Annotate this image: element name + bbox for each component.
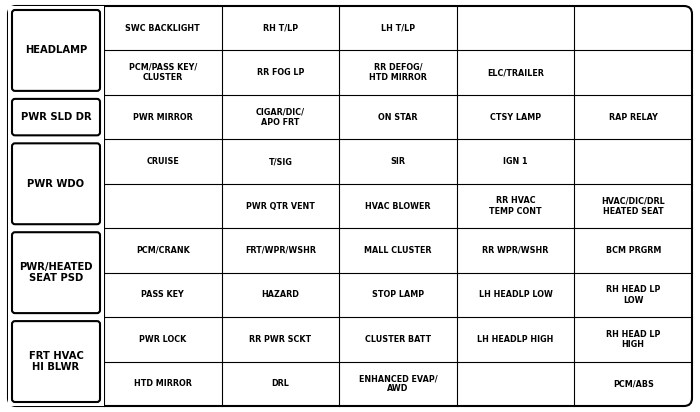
Text: ENHANCED EVAP/
AWD: ENHANCED EVAP/ AWD (358, 374, 438, 393)
Text: LH T/LP: LH T/LP (381, 24, 415, 33)
Text: LH HEADLP LOW: LH HEADLP LOW (479, 290, 552, 300)
FancyBboxPatch shape (12, 321, 100, 402)
Text: HVAC/DIC/DRL
HEATED SEAT: HVAC/DIC/DRL HEATED SEAT (601, 196, 665, 216)
Text: CTSY LAMP: CTSY LAMP (490, 112, 541, 122)
Text: PCM/CRANK: PCM/CRANK (136, 246, 190, 255)
Text: HTD MIRROR: HTD MIRROR (134, 379, 192, 388)
Text: PCM/PASS KEY/
CLUSTER: PCM/PASS KEY/ CLUSTER (129, 63, 197, 82)
Text: HAZARD: HAZARD (262, 290, 300, 300)
Text: RH HEAD LP
HIGH: RH HEAD LP HIGH (606, 330, 660, 349)
Text: CIGAR/DIC/
APO FRT: CIGAR/DIC/ APO FRT (256, 108, 305, 127)
Bar (8, 317, 104, 406)
Text: CLUSTER BATT: CLUSTER BATT (365, 335, 431, 344)
Text: MALL CLUSTER: MALL CLUSTER (364, 246, 432, 255)
Text: T/SIG: T/SIG (269, 157, 293, 166)
Text: FRT HVAC
HI BLWR: FRT HVAC HI BLWR (29, 351, 83, 372)
Text: PWR WDO: PWR WDO (27, 179, 85, 189)
Text: ON STAR: ON STAR (378, 112, 418, 122)
FancyBboxPatch shape (12, 143, 100, 224)
Text: IGN 1: IGN 1 (503, 157, 528, 166)
Text: PWR SLD DR: PWR SLD DR (21, 112, 91, 122)
Text: RR DEFOG/
HTD MIRROR: RR DEFOG/ HTD MIRROR (369, 63, 427, 82)
Text: RH HEAD LP
LOW: RH HEAD LP LOW (606, 285, 660, 304)
FancyBboxPatch shape (12, 232, 100, 313)
Text: RR WPR/WSHR: RR WPR/WSHR (482, 246, 549, 255)
FancyBboxPatch shape (12, 99, 100, 135)
Bar (8, 95, 104, 139)
Text: STOP LAMP: STOP LAMP (372, 290, 424, 300)
FancyBboxPatch shape (12, 10, 100, 91)
Text: PASS KEY: PASS KEY (141, 290, 184, 300)
Text: RR FOG LP: RR FOG LP (257, 68, 304, 77)
Bar (8, 139, 104, 228)
Text: BCM PRGRM: BCM PRGRM (606, 246, 661, 255)
Text: PWR LOCK: PWR LOCK (139, 335, 186, 344)
FancyBboxPatch shape (8, 6, 692, 406)
Text: SWC BACKLIGHT: SWC BACKLIGHT (125, 24, 200, 33)
Text: ELC/TRAILER: ELC/TRAILER (487, 68, 544, 77)
Text: PCM/ABS: PCM/ABS (612, 379, 654, 388)
Text: FRT/WPR/WSHR: FRT/WPR/WSHR (245, 246, 316, 255)
Text: RAP RELAY: RAP RELAY (609, 112, 657, 122)
Text: PWR MIRROR: PWR MIRROR (133, 112, 192, 122)
Text: SIR: SIR (391, 157, 405, 166)
Text: LH HEADLP HIGH: LH HEADLP HIGH (477, 335, 554, 344)
Bar (8, 6, 104, 95)
Text: PWR QTR VENT: PWR QTR VENT (246, 201, 315, 211)
Text: CRUISE: CRUISE (146, 157, 179, 166)
Text: DRL: DRL (272, 379, 289, 388)
Text: HEADLAMP: HEADLAMP (25, 45, 87, 56)
Text: PWR/HEATED
SEAT PSD: PWR/HEATED SEAT PSD (20, 262, 92, 283)
Text: RR HVAC
TEMP CONT: RR HVAC TEMP CONT (489, 196, 542, 216)
Bar (8, 228, 104, 317)
Text: HVAC BLOWER: HVAC BLOWER (365, 201, 430, 211)
Text: RR PWR SCKT: RR PWR SCKT (249, 335, 312, 344)
Text: RH T/LP: RH T/LP (262, 24, 298, 33)
